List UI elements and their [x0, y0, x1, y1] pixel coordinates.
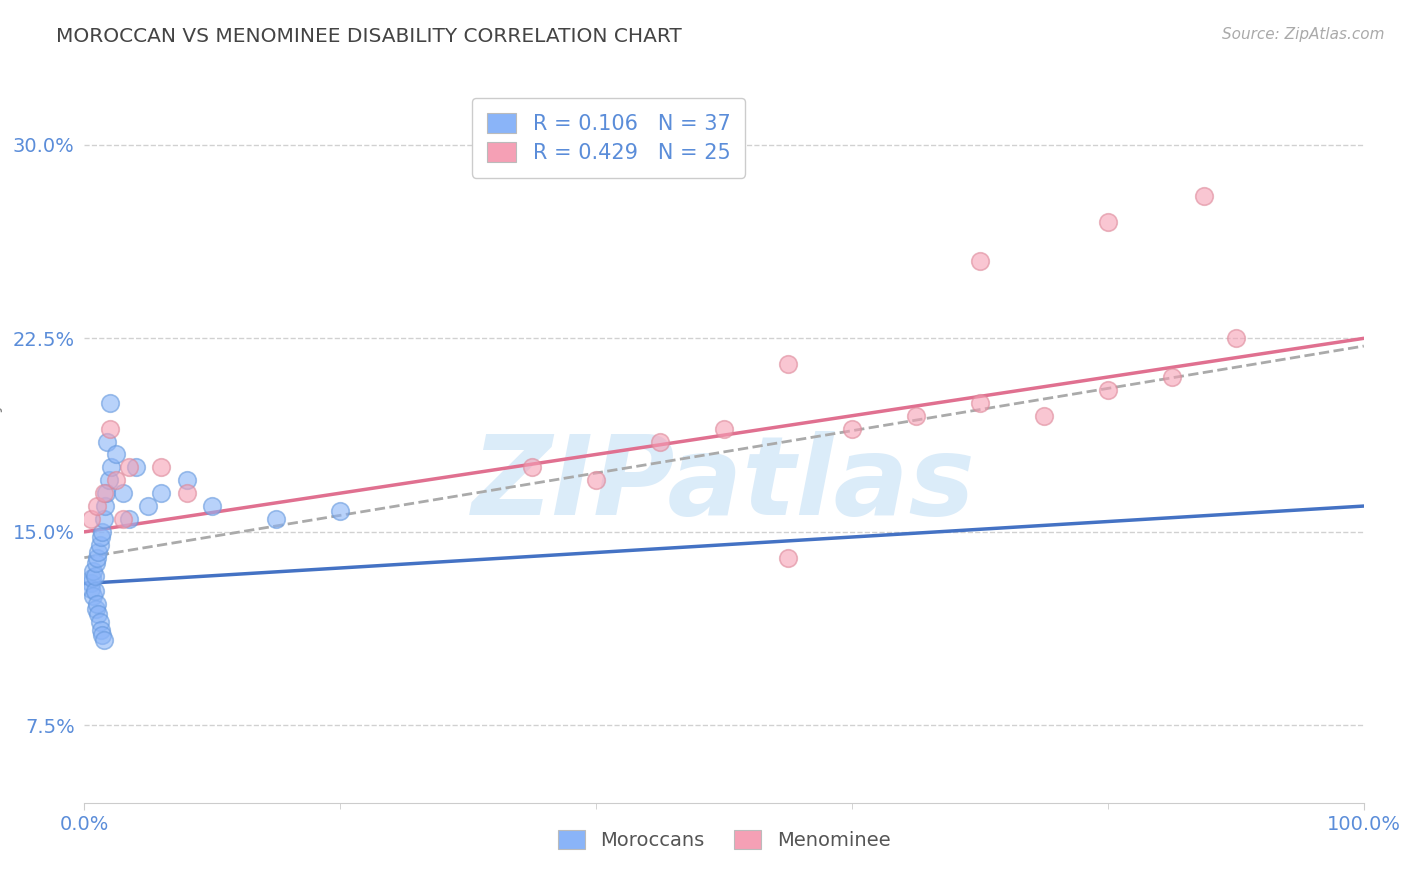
Point: [90, 530, 112, 544]
Point: [1160, 370, 1182, 384]
Point: [150, 486, 173, 500]
Point: [969, 396, 991, 410]
Point: [105, 473, 128, 487]
Point: [89, 615, 111, 630]
Point: [94, 486, 117, 500]
Point: [80, 576, 103, 591]
Point: [86, 597, 108, 611]
Point: [111, 486, 134, 500]
Point: [84, 556, 107, 570]
Point: [98, 422, 121, 436]
Point: [118, 512, 141, 526]
Point: [83, 568, 105, 582]
Point: [94, 499, 117, 513]
Point: [138, 499, 160, 513]
Point: [80, 571, 103, 585]
Point: [91, 524, 114, 539]
Point: [100, 460, 122, 475]
Point: [1032, 409, 1054, 423]
Point: [96, 434, 118, 449]
Point: [84, 602, 107, 616]
Point: [105, 447, 128, 461]
Point: [1192, 189, 1215, 203]
Text: MOROCCAN VS MENOMINEE DISABILITY CORRELATION CHART: MOROCCAN VS MENOMINEE DISABILITY CORRELA…: [56, 27, 682, 45]
Point: [93, 486, 115, 500]
Point: [778, 550, 800, 565]
Point: [111, 512, 134, 526]
Point: [89, 538, 111, 552]
Point: [650, 434, 672, 449]
Point: [124, 460, 146, 475]
Point: [83, 584, 105, 599]
Point: [80, 512, 103, 526]
Point: [82, 590, 104, 604]
Point: [118, 460, 141, 475]
Point: [585, 473, 607, 487]
Point: [87, 607, 110, 622]
Point: [86, 499, 108, 513]
Point: [176, 473, 198, 487]
Point: [176, 486, 198, 500]
Point: [1225, 331, 1247, 345]
Point: [329, 504, 352, 518]
Point: [87, 545, 110, 559]
Point: [969, 253, 991, 268]
Point: [82, 564, 104, 578]
Point: [91, 628, 114, 642]
Point: [98, 396, 121, 410]
Point: [1097, 383, 1119, 397]
Point: [1097, 215, 1119, 229]
Point: [150, 460, 173, 475]
Point: [97, 473, 120, 487]
Point: [264, 512, 288, 526]
Point: [713, 422, 735, 436]
Legend: Moroccans, Menominee: Moroccans, Menominee: [550, 822, 898, 858]
Point: [86, 550, 108, 565]
Point: [201, 499, 224, 513]
Point: [520, 460, 543, 475]
Text: ZIPatlas: ZIPatlas: [472, 432, 976, 539]
Point: [90, 623, 112, 637]
Point: [93, 512, 115, 526]
Point: [905, 409, 928, 423]
Point: [778, 357, 800, 371]
Text: Source: ZipAtlas.com: Source: ZipAtlas.com: [1222, 27, 1385, 42]
Point: [93, 633, 115, 648]
Point: [80, 582, 103, 596]
Point: [841, 422, 863, 436]
